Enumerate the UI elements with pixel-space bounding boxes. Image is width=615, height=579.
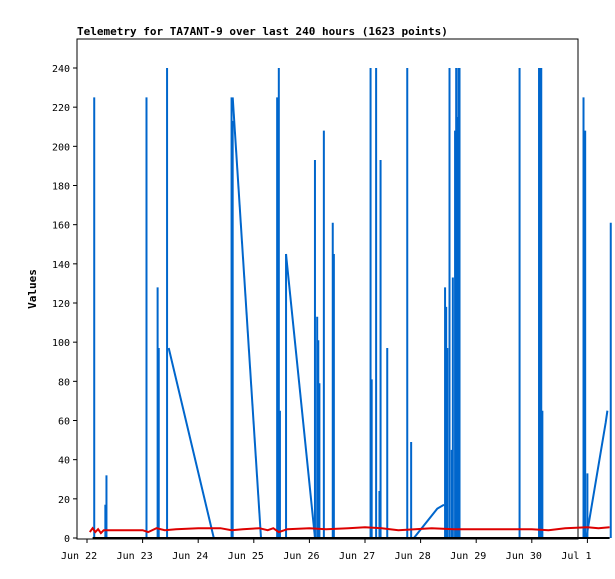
y-tick-label: 220 (52, 103, 70, 114)
x-tick-label: Jun 23 (117, 551, 153, 562)
y-tick-label: 140 (52, 260, 70, 271)
telemetry-slope-line (167, 347, 215, 539)
x-tick-label: Jun 27 (339, 551, 375, 562)
series-layer (88, 68, 612, 539)
y-tick-label: 180 (52, 182, 70, 193)
series-line-1 (88, 526, 610, 535)
x-tick-label: Jun 25 (228, 551, 264, 562)
telemetry-slope-line (231, 97, 262, 539)
x-tick-label: Jul 1 (561, 551, 591, 562)
x-tick-label: Jun 30 (506, 551, 542, 562)
plot-area (76, 38, 579, 540)
x-tick-label: Jun 26 (283, 551, 319, 562)
y-tick-label: 0 (64, 534, 70, 545)
x-tick-label: Jun 24 (172, 551, 208, 562)
chart-title: Telemetry for TA7ANT-9 over last 240 hou… (77, 25, 448, 38)
y-tick-label: 120 (52, 299, 70, 310)
telemetry-slope-line (285, 253, 316, 539)
y-axis-label: Values (26, 269, 39, 309)
y-tick-label: 240 (52, 64, 70, 75)
y-tick-label: 60 (58, 417, 70, 428)
y-tick-label: 20 (58, 495, 70, 506)
y-tick-label: 200 (52, 142, 70, 153)
telemetry-slope-line (585, 410, 609, 539)
y-tick-label: 100 (52, 338, 70, 349)
x-tick-label: Jun 28 (395, 551, 431, 562)
y-tick-label: 40 (58, 456, 70, 467)
y-tick-label: 160 (52, 221, 70, 232)
x-tick-label: Jun 22 (61, 551, 97, 562)
axis-layer: 0 20 40 60 80 100 120 140 160 180 200 220 240 Jun 22 J… (52, 64, 592, 562)
y-tick-label: 80 (58, 377, 70, 388)
x-tick-label: Jun 29 (450, 551, 486, 562)
